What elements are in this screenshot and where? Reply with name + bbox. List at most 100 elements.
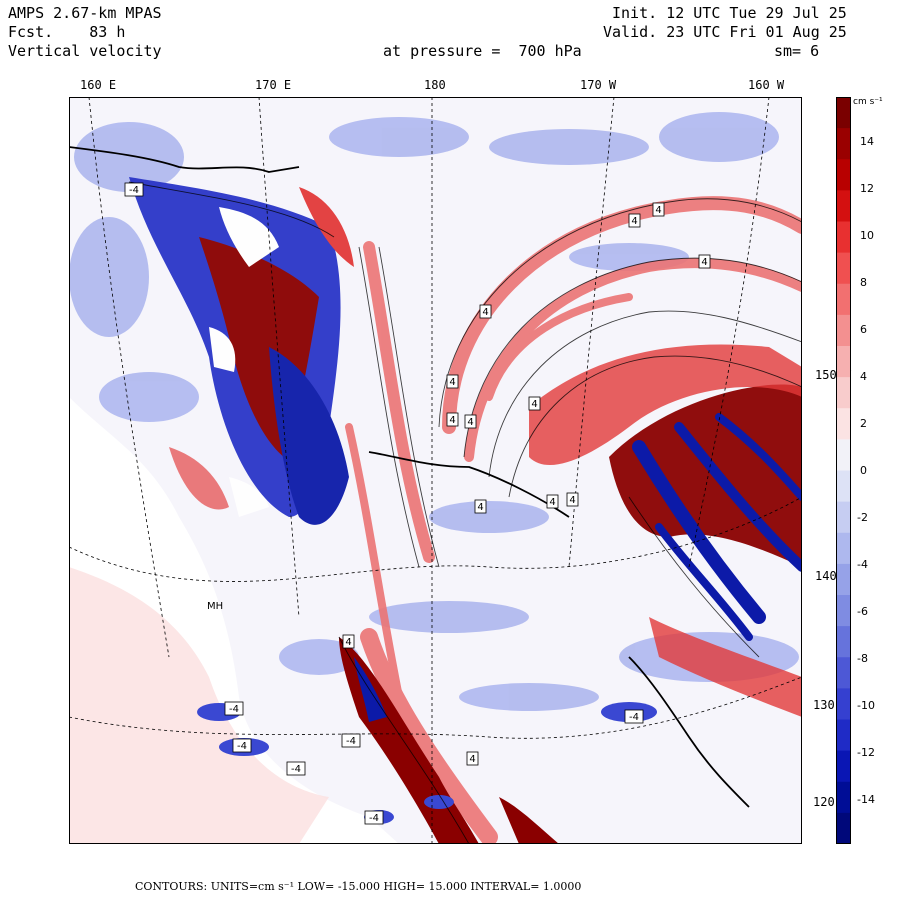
colorbar-segment [836,750,851,783]
colorbar-segment [836,221,851,254]
colorbar-tick-label: 6 [860,323,867,336]
svg-text:-4: -4 [346,736,356,747]
colorbar-tick-label: 2 [860,417,867,430]
colorbar-tick-label: 12 [860,182,874,195]
updraft-region-red [529,344,802,466]
colorbar-segment [836,346,851,378]
svg-text:4: 4 [449,377,455,388]
colorbar-tick-label: 8 [860,276,867,289]
colorbar-segment [836,252,851,285]
model-title: AMPS 2.67-km MPAS [8,4,162,22]
svg-text:4: 4 [345,637,351,648]
svg-text:4: 4 [467,417,473,428]
colorbar-segment [836,128,851,160]
contour-label: -4 [224,701,244,716]
contour-label: -4 [624,709,644,724]
map-frame [69,97,802,844]
contour-label: -4 [124,182,144,197]
valid-time: Valid. 23 UTC Fri 01 Aug 25 [603,23,847,41]
contour-label: 4 [479,304,492,319]
contour-label: -4 [341,733,361,748]
updraft-arcs [345,196,802,844]
lon-label-170e: 170 E [255,78,292,92]
colorbar-segment [836,97,851,129]
colorbar-tick-label: -12 [857,746,875,759]
colorbar-units: cm s⁻¹ [853,97,883,107]
svg-text:4: 4 [631,216,637,227]
colorbar-segment [836,314,851,347]
colorbar-segment [836,719,851,752]
colorbar-segment [836,377,851,409]
pressure-level: at pressure = 700 hPa [383,42,582,60]
colorbar-segment [836,501,851,534]
colorbar-segment [836,563,851,596]
contour-label: 4 [652,202,665,217]
contour-label: 4 [566,492,579,507]
lon-label-160w: 160 W [748,78,785,92]
colorbar-segment [836,657,851,689]
downdraft-streaks [632,413,802,641]
colorbar-tick-label: 10 [860,229,874,242]
colorbar-segment [836,688,851,720]
forecast-hour: Fcst. 83 h [8,23,126,41]
colorbar-tick-label: 0 [860,464,867,477]
svg-text:-4: -4 [369,813,379,824]
contour-label: 4 [446,412,459,427]
smoothing: sm= 6 [774,42,820,60]
contour-label: -4 [286,761,306,776]
vertical-velocity-map: 4 4 4 4 4 4 4 4 4 4 4 4 4 -4 -4 -4 -4 -4… [69,97,802,844]
init-time: Init. 12 UTC Tue 29 Jul 25 [612,4,847,22]
colorbar-segment [836,439,851,471]
svg-text:4: 4 [531,399,537,410]
colorbar-segment [836,408,851,440]
svg-text:-4: -4 [129,185,139,196]
colorbar-frame [836,97,851,844]
field-name: Vertical velocity [8,42,162,60]
contour-label: 4 [464,414,477,429]
svg-text:-4: -4 [229,704,239,715]
mountain-convection [129,177,354,525]
lon-label-170w: 170 W [580,78,617,92]
colorbar-tick-label: 14 [860,135,874,148]
svg-text:4: 4 [449,415,455,426]
colorbar-segment [836,159,851,191]
colorbar-segment [836,283,851,316]
coastline [69,146,750,808]
contour-label: 4 [466,751,479,766]
svg-text:-4: -4 [291,764,301,775]
contour-label: 4 [446,374,459,389]
contour-label: 4 [474,499,487,514]
svg-text:4: 4 [569,495,575,506]
contour-label: 4 [528,396,541,411]
contour-label: 4 [698,254,711,269]
contour-label: 4 [628,213,641,228]
colorbar-segment [836,470,851,503]
svg-text:4: 4 [701,257,707,268]
contour-label: -4 [364,810,384,825]
colorbar-tick-label: -10 [857,699,875,712]
svg-text:4: 4 [469,754,475,765]
colorbar [836,97,851,844]
svg-text:4: 4 [655,205,661,216]
coastal-convection [339,617,802,844]
colorbar-segment [836,812,851,844]
colorbar-segment [836,190,851,222]
contour-label: -4 [232,738,252,753]
colorbar-segment [836,532,851,565]
colorbar-tick-label: -6 [857,605,868,618]
svg-text:4: 4 [477,502,483,513]
station-label: MH [207,601,223,612]
colorbar-segment [836,595,851,627]
svg-text:-4: -4 [629,712,639,723]
colorbar-tick-label: -2 [857,511,868,524]
colorbar-segment [836,781,851,814]
contour-info: CONTOURS: UNITS=cm s⁻¹ LOW= -15.000 HIGH… [135,880,582,893]
svg-text:4: 4 [482,307,488,318]
colorbar-tick-label: -8 [857,652,868,665]
colorbar-tick-label: 4 [860,370,867,383]
contour-lines [128,181,802,844]
lon-label-160e: 160 E [80,78,117,92]
contour-label-boxes: 4 4 4 4 4 4 4 4 4 4 4 4 4 -4 -4 -4 -4 -4… [124,182,711,825]
svg-text:-4: -4 [237,741,247,752]
contour-label: 4 [546,494,559,509]
